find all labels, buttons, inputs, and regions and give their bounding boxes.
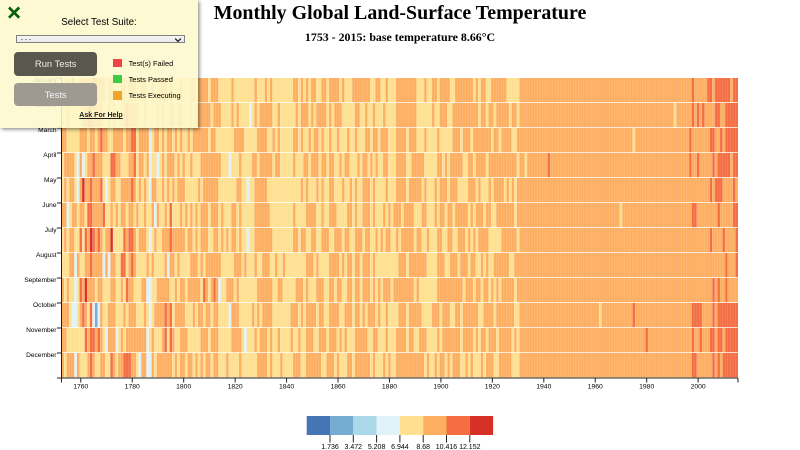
svg-text:1840: 1840 [279,384,294,391]
svg-text:1920: 1920 [485,384,500,391]
svg-text:1940: 1940 [536,384,551,391]
svg-text:1860: 1860 [330,384,345,391]
svg-text:2000: 2000 [691,384,706,391]
svg-text:1.736: 1.736 [321,444,339,450]
svg-text:October: October [33,302,57,309]
svg-text:May: May [44,177,57,184]
svg-text:1820: 1820 [228,384,243,391]
svg-text:8.68: 8.68 [416,444,430,450]
svg-text:12.152: 12.152 [459,444,481,450]
svg-text:August: August [36,252,57,259]
svg-text:5.208: 5.208 [368,444,386,450]
svg-text:6.944: 6.944 [391,444,409,450]
svg-text:December: December [26,352,57,359]
svg-text:1900: 1900 [433,384,448,391]
svg-text:1880: 1880 [382,384,397,391]
svg-text:1780: 1780 [125,384,140,391]
svg-text:1760: 1760 [73,384,88,391]
svg-text:April: April [43,152,57,159]
svg-text:July: July [45,227,57,234]
svg-text:March: March [38,127,57,134]
svg-text:1980: 1980 [639,384,654,391]
svg-text:3.472: 3.472 [345,444,363,450]
svg-text:November: November [26,327,57,334]
svg-text:10.416: 10.416 [436,444,458,450]
svg-text:1960: 1960 [588,384,603,391]
svg-text:September: September [24,277,57,284]
svg-text:June: June [42,202,57,209]
svg-text:1800: 1800 [176,384,191,391]
